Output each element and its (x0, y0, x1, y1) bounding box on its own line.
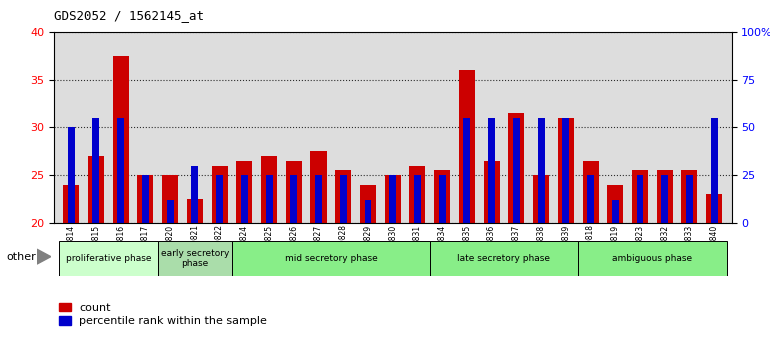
Bar (508, 113, 524, 223)
Bar (315, 175, 322, 223)
Bar (657, 171, 673, 223)
Bar (68, 127, 75, 223)
Polygon shape (37, 249, 51, 264)
Bar (537, 118, 544, 223)
Text: late secretory phase: late secretory phase (457, 254, 551, 263)
Bar (335, 171, 351, 223)
Bar (232, 241, 430, 276)
Text: ambiguous phase: ambiguous phase (612, 254, 692, 263)
Bar (216, 175, 223, 223)
Bar (192, 166, 199, 223)
Bar (166, 200, 173, 223)
Bar (88, 156, 104, 223)
Bar (578, 241, 727, 276)
Bar (340, 175, 346, 223)
Bar (414, 175, 421, 223)
Bar (459, 70, 475, 223)
Bar (137, 175, 153, 223)
Bar (706, 194, 722, 223)
Text: mid secretory phase: mid secretory phase (284, 254, 377, 263)
Bar (390, 175, 396, 223)
Bar (632, 171, 648, 223)
Bar (557, 118, 574, 223)
Bar (187, 199, 203, 223)
Bar (608, 185, 623, 223)
Bar (92, 118, 99, 223)
Bar (587, 175, 594, 223)
Bar (290, 175, 297, 223)
Bar (439, 175, 446, 223)
Text: GDS2052 / 1562145_at: GDS2052 / 1562145_at (54, 9, 204, 22)
Bar (142, 175, 149, 223)
Bar (117, 118, 124, 223)
Bar (59, 241, 158, 276)
Bar (158, 241, 232, 276)
Text: proliferative phase: proliferative phase (65, 254, 151, 263)
Bar (464, 118, 470, 223)
Bar (488, 118, 495, 223)
Bar (310, 152, 326, 223)
Bar (385, 175, 400, 223)
Text: early secretory
phase: early secretory phase (161, 249, 229, 268)
Bar (212, 166, 228, 223)
Bar (681, 171, 698, 223)
Bar (364, 200, 371, 223)
Bar (241, 175, 248, 223)
Legend: count, percentile rank within the sample: count, percentile rank within the sample (59, 303, 267, 326)
Bar (63, 185, 79, 223)
Bar (513, 118, 520, 223)
Bar (533, 175, 549, 223)
Bar (711, 118, 718, 223)
Bar (261, 156, 277, 223)
Bar (686, 175, 693, 223)
Bar (236, 161, 253, 223)
Bar (582, 161, 598, 223)
Bar (430, 241, 578, 276)
Bar (434, 171, 450, 223)
Bar (661, 175, 668, 223)
Bar (484, 161, 500, 223)
Bar (410, 166, 426, 223)
Bar (162, 175, 178, 223)
Bar (112, 56, 129, 223)
Bar (612, 200, 619, 223)
Bar (286, 161, 302, 223)
Bar (360, 185, 376, 223)
Bar (266, 175, 273, 223)
Bar (637, 175, 644, 223)
Text: other: other (6, 252, 36, 262)
Bar (562, 118, 569, 223)
